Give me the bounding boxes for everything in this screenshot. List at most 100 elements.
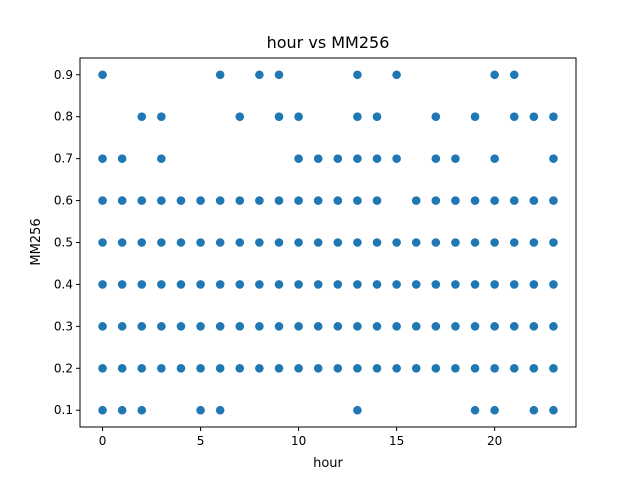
y-tick-label: 0.8	[54, 110, 73, 124]
data-point	[157, 280, 166, 289]
data-point	[235, 112, 245, 121]
data-point	[353, 238, 362, 247]
data-point	[235, 364, 245, 373]
data-point	[392, 322, 401, 331]
data-point	[431, 364, 441, 373]
data-point	[117, 280, 127, 289]
data-point	[235, 322, 245, 331]
data-point	[353, 196, 362, 205]
x-axis-label: hour	[313, 456, 343, 471]
data-point	[411, 322, 421, 331]
data-point	[372, 196, 382, 205]
data-point	[372, 154, 382, 163]
data-point	[333, 364, 343, 373]
data-point	[137, 364, 147, 373]
data-point	[117, 238, 127, 247]
data-point	[294, 154, 303, 163]
data-point	[549, 196, 558, 205]
data-point	[549, 112, 558, 121]
data-point	[529, 112, 539, 121]
data-point	[255, 196, 264, 205]
x-tick-label: 5	[197, 434, 205, 448]
data-point	[509, 280, 519, 289]
data-point	[372, 280, 382, 289]
data-point	[176, 196, 186, 205]
data-point	[294, 196, 303, 205]
data-point	[196, 280, 205, 289]
data-point	[196, 196, 205, 205]
data-point	[549, 405, 558, 415]
y-tick-label: 0.4	[54, 277, 73, 291]
data-point	[137, 280, 147, 289]
data-point	[490, 280, 499, 289]
data-point	[98, 70, 107, 80]
data-point	[411, 238, 421, 247]
data-point	[451, 238, 460, 247]
data-point	[529, 364, 539, 373]
data-point	[294, 322, 303, 331]
data-point	[451, 280, 460, 289]
data-point	[176, 280, 186, 289]
data-point	[353, 112, 362, 121]
data-point	[274, 238, 284, 247]
data-point	[411, 364, 421, 373]
data-point	[431, 196, 441, 205]
data-point	[215, 364, 225, 373]
data-point	[294, 112, 303, 121]
data-point	[411, 280, 421, 289]
data-point	[157, 196, 166, 205]
data-point	[470, 238, 480, 247]
data-point	[255, 364, 264, 373]
data-point	[490, 364, 499, 373]
data-point	[98, 364, 107, 373]
data-point	[392, 154, 401, 163]
data-point	[274, 112, 284, 121]
data-point	[431, 112, 441, 121]
data-point	[313, 238, 323, 247]
data-point	[549, 154, 558, 163]
data-point	[215, 238, 225, 247]
data-point	[470, 280, 480, 289]
data-point	[274, 364, 284, 373]
data-point	[490, 405, 499, 415]
data-point	[235, 196, 245, 205]
y-axis-label: MM256	[29, 218, 44, 265]
points-layer	[98, 70, 558, 415]
data-point	[470, 196, 480, 205]
data-point	[137, 322, 147, 331]
data-point	[333, 280, 343, 289]
data-point	[470, 364, 480, 373]
data-point	[98, 238, 107, 247]
x-tick-label: 15	[389, 434, 404, 448]
data-point	[98, 405, 107, 415]
data-point	[431, 322, 441, 331]
data-point	[294, 280, 303, 289]
data-point	[176, 364, 186, 373]
data-point	[313, 154, 323, 163]
y-axis: 0.1 0.2 0.3 0.4 0.5 0.6 0.7 0.8 0.9	[54, 68, 80, 417]
data-point	[529, 196, 539, 205]
data-point	[137, 238, 147, 247]
y-tick-label: 0.5	[54, 236, 73, 250]
data-point	[215, 196, 225, 205]
data-point	[549, 238, 558, 247]
data-point	[98, 154, 107, 163]
data-point	[255, 280, 264, 289]
data-point	[529, 238, 539, 247]
data-point	[353, 322, 362, 331]
data-point	[490, 322, 499, 331]
data-point	[490, 196, 499, 205]
data-point	[98, 280, 107, 289]
data-point	[215, 280, 225, 289]
data-point	[215, 405, 225, 415]
data-point	[274, 322, 284, 331]
data-point	[255, 322, 264, 331]
data-point	[451, 196, 460, 205]
data-point	[117, 405, 127, 415]
data-point	[529, 322, 539, 331]
y-tick-label: 0.1	[54, 403, 73, 417]
data-point	[294, 238, 303, 247]
data-point	[372, 364, 382, 373]
data-point	[313, 280, 323, 289]
data-point	[431, 154, 441, 163]
